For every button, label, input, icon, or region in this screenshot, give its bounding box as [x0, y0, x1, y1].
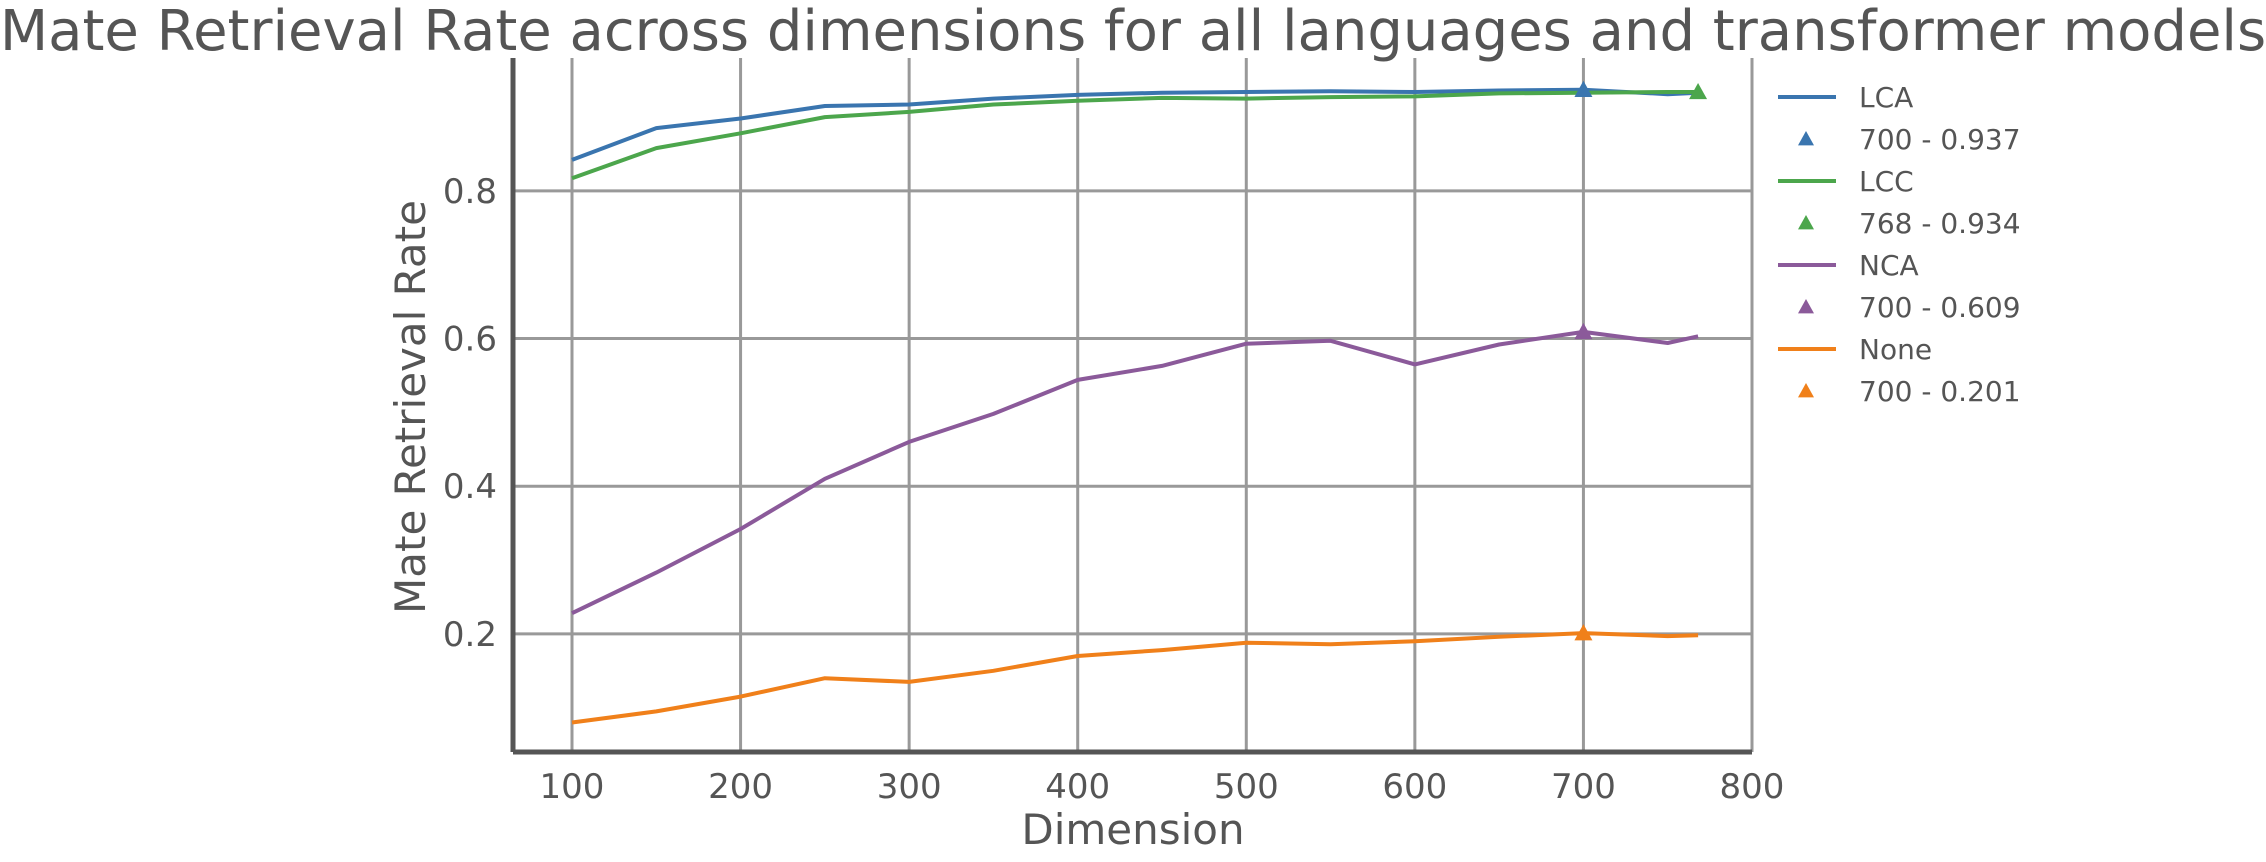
series-marker-none: [1574, 624, 1593, 641]
y-tick-label: 0.4: [443, 467, 497, 507]
x-tick-label: 300: [877, 767, 942, 807]
series-line-lca: [571, 87, 1699, 162]
legend-entry-label: NCA: [1859, 249, 1919, 282]
chart-title: Mate Retrieval Rate across dimensions fo…: [0, 0, 2266, 64]
legend-marker-swatch: [1798, 215, 1814, 230]
legend-marker-swatch: [1798, 383, 1814, 398]
series-markers: [1574, 80, 1708, 641]
series-marker-lcc: [1689, 82, 1708, 100]
x-tick-label: 600: [1382, 767, 1447, 807]
legend-entry-label: LCC: [1859, 165, 1914, 198]
legend-marker-label: 700 - 0.937: [1859, 123, 2021, 156]
legend-marker-swatch: [1798, 131, 1814, 146]
legend-entry-label: LCA: [1859, 81, 1913, 114]
y-axis-label: Mate Retrieval Rate: [386, 200, 435, 614]
x-axis-label: Dimension: [1021, 805, 1244, 854]
grid: [513, 58, 1754, 752]
x-tick-label: 100: [540, 767, 605, 807]
y-tick-label: 0.8: [443, 172, 497, 212]
series-marker-lca: [1574, 80, 1593, 97]
legend-marker-label: 700 - 0.609: [1859, 291, 2021, 324]
legend-entry-label: None: [1859, 333, 1932, 366]
x-tick-label: 800: [1720, 767, 1785, 807]
series-line-lcc: [571, 90, 1699, 181]
x-tick-label: 400: [1045, 767, 1110, 807]
series-lines: [571, 87, 1699, 725]
series-line-nca: [571, 329, 1699, 616]
legend: LCA 700 - 0.937 LCC 768 - 0.934 NCA 700 - 0.6…: [1778, 81, 2021, 408]
x-tick-label: 200: [708, 767, 773, 807]
legend-marker-swatch: [1798, 299, 1814, 314]
series-line-none: [571, 631, 1699, 725]
legend-marker-label: 700 - 0.201: [1859, 375, 2021, 408]
y-tick-label: 0.6: [443, 320, 497, 360]
x-tick-label: 700: [1551, 767, 1616, 807]
series-marker-nca: [1574, 322, 1593, 340]
legend-marker-label: 768 - 0.934: [1859, 207, 2021, 240]
axes-spines: [510, 58, 1752, 755]
y-tick-label: 0.2: [443, 615, 497, 655]
x-tick-label: 500: [1214, 767, 1279, 807]
tick-labels: 100 200 300 400 500 600 700 800 0.2 0.4 0.6 0.8: [443, 172, 1785, 807]
